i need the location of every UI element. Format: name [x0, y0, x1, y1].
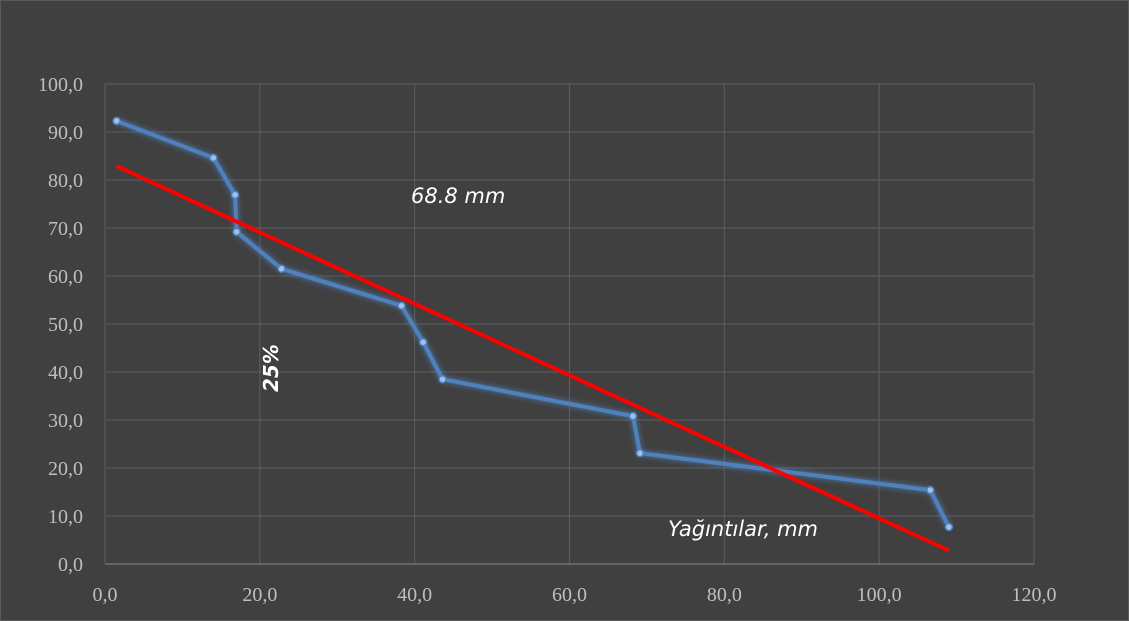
y-tick-label: 60,0 [48, 266, 83, 288]
x-tick-label: 80,0 [707, 584, 742, 606]
annotation-side-note: 25% [259, 344, 283, 392]
data-point [418, 337, 428, 347]
y-tick-label: 40,0 [48, 362, 83, 384]
y-tick-label: 20,0 [48, 458, 83, 480]
data-point [438, 374, 447, 384]
data-point [635, 448, 645, 458]
series-line [115, 119, 951, 528]
annotation-top-note: 68.8 mm [411, 184, 505, 208]
data-point [277, 264, 286, 274]
data-point [209, 153, 218, 163]
data-point [230, 190, 240, 200]
y-tick-label: 90,0 [48, 122, 83, 144]
x-tick-label: 40,0 [397, 584, 432, 606]
tick-labels: 0,0 10,0 20,0 30,0 40,0 50,0 60,0 70,0 80,0 90,0 1… [38, 74, 1057, 606]
y-tick-label: 100,0 [38, 74, 83, 96]
x-tick-label: 0,0 [93, 584, 118, 606]
gridlines [105, 83, 1035, 564]
series-layer [112, 116, 954, 553]
data-point [926, 485, 935, 495]
data-point [397, 301, 406, 311]
annotation-axis-note: Yağıntılar, mm [668, 517, 818, 541]
y-tick-label: 80,0 [48, 170, 83, 192]
annotations: 68.8 mm Yağıntılar, mm 25% [259, 184, 818, 541]
x-tick-label: 120,0 [1012, 584, 1057, 606]
y-tick-label: 10,0 [48, 506, 83, 528]
data-point [628, 411, 638, 421]
data-point [944, 522, 954, 532]
y-tick-label: 0,0 [58, 554, 83, 576]
y-tick-label: 70,0 [48, 218, 83, 240]
x-tick-label: 20,0 [242, 584, 277, 606]
x-tick-label: 60,0 [552, 584, 587, 606]
x-tick-label: 100,0 [857, 584, 902, 606]
y-tick-label: 50,0 [48, 314, 83, 336]
trendline [115, 164, 950, 553]
y-tick-label: 30,0 [48, 410, 83, 432]
axes [104, 84, 1034, 565]
data-point [232, 227, 241, 237]
data-point [112, 116, 121, 126]
